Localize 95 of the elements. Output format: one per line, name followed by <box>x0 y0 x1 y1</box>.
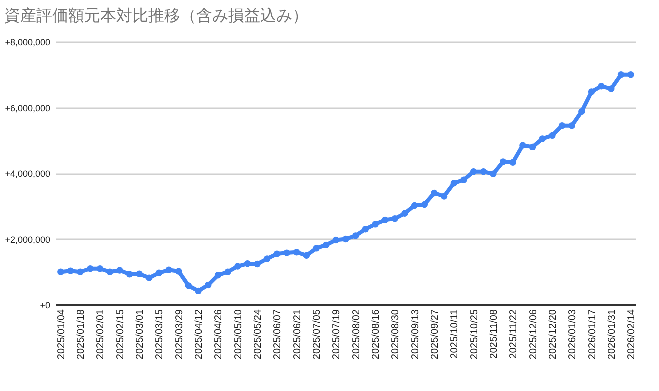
point <box>185 282 192 290</box>
point <box>421 201 428 208</box>
x-tick-label: 2026/01/31 <box>606 309 618 360</box>
point <box>303 252 310 260</box>
point <box>234 263 242 270</box>
point <box>480 168 487 176</box>
x-tick-label: 2025/09/27 <box>430 309 441 360</box>
point <box>431 190 438 197</box>
point <box>392 216 399 222</box>
point <box>578 108 586 116</box>
point <box>244 260 252 268</box>
point <box>322 242 330 249</box>
point <box>490 170 497 178</box>
x-tick-label: 2025/11/08 <box>488 309 500 359</box>
point <box>106 268 114 276</box>
x-tick-label: 2025/02/15 <box>115 309 126 360</box>
point <box>568 122 576 130</box>
x-tick-label: 2025/08/16 <box>370 309 382 360</box>
point <box>136 270 143 278</box>
point <box>460 176 468 184</box>
y-tick-label: +2,000,000 <box>5 234 50 245</box>
point <box>313 245 320 252</box>
x-tick-label: 2026/02/14 <box>626 309 638 360</box>
point <box>608 86 615 92</box>
point <box>470 168 478 176</box>
x-tick-label: 2025/09/13 <box>410 309 422 360</box>
point <box>58 268 64 276</box>
point <box>146 274 153 282</box>
point <box>77 268 84 276</box>
point <box>588 88 596 96</box>
x-tick-label: 2025/05/10 <box>233 309 244 360</box>
point <box>539 136 546 142</box>
x-tick-label: 2025/08/02 <box>351 309 362 360</box>
point <box>205 282 212 289</box>
point <box>402 210 408 217</box>
point <box>549 132 556 140</box>
point <box>372 221 379 228</box>
point <box>342 236 350 243</box>
y-tick-label: +0 <box>40 300 50 310</box>
point <box>598 83 605 90</box>
x-tick-label: 2025/03/29 <box>174 309 186 360</box>
point <box>293 249 300 256</box>
point <box>362 226 370 233</box>
point <box>126 271 134 278</box>
point <box>284 250 290 256</box>
point <box>500 158 507 166</box>
point <box>264 256 271 262</box>
point <box>176 268 182 275</box>
point <box>96 265 104 272</box>
x-tick-label: 2025/04/26 <box>214 309 225 360</box>
x-tick-label: 2025/01/04 <box>56 309 68 360</box>
y-tick-label: +8,000,000 <box>5 38 50 48</box>
x-tick-label: 2026/01/17 <box>587 309 598 360</box>
point <box>411 202 418 210</box>
x-tick-label: 2025/04/12 <box>194 309 206 360</box>
point <box>529 144 536 151</box>
point <box>332 236 340 244</box>
point <box>116 267 124 274</box>
x-tick-label: 2025/11/22 <box>508 309 520 359</box>
x-tick-label: 2025/05/24 <box>253 309 264 360</box>
x-tick-label: 2026/01/03 <box>568 309 579 360</box>
point <box>520 142 526 149</box>
point <box>382 216 389 224</box>
x-tick-label: 2025/03/15 <box>154 309 166 360</box>
point <box>87 265 94 272</box>
x-tick-label: 2025/10/25 <box>469 309 480 360</box>
x-tick-label: 2025/06/07 <box>272 309 284 360</box>
point <box>440 193 448 200</box>
x-tick-label: 2025/12/06 <box>528 309 540 360</box>
x-tick-label: 2025/10/11 <box>450 309 461 359</box>
point <box>254 260 261 268</box>
x-tick-label: 2025/06/21 <box>292 309 304 360</box>
point <box>67 268 74 274</box>
point <box>510 159 516 166</box>
point <box>628 72 634 78</box>
point <box>224 268 232 276</box>
point <box>352 232 360 240</box>
point <box>214 272 222 279</box>
y-tick-label: +4,000,000 <box>5 169 50 179</box>
point <box>195 288 202 295</box>
point <box>558 122 566 130</box>
x-tick-label: 2025/03/01 <box>135 309 146 360</box>
point <box>274 250 281 258</box>
x-tick-label: 2025/01/18 <box>76 309 88 360</box>
point <box>166 266 172 274</box>
x-tick-label: 2025/12/20 <box>548 309 559 360</box>
x-tick-label: 2025/07/05 <box>312 309 324 360</box>
y-tick-label: +6,000,000 <box>5 103 50 114</box>
x-tick-label: 2025/08/30 <box>390 309 402 360</box>
point <box>450 180 458 187</box>
point <box>156 270 163 276</box>
point <box>618 72 625 78</box>
chart-title: 資産評価額元本対比推移（含み損益込み） <box>4 6 309 25</box>
x-tick-label: 2025/02/01 <box>96 309 107 360</box>
x-tick-label: 2025/07/19 <box>332 309 343 360</box>
